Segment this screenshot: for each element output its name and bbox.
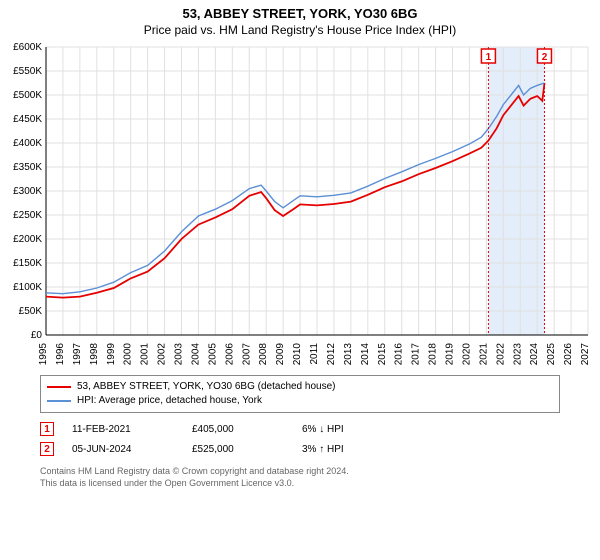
- price-chart: £0 £50K £100K £150K £200K £250K £300K £350K £400…: [0, 41, 600, 371]
- legend-label: HPI: Average price, detached house, York: [77, 394, 262, 408]
- sale-row: 2 05-JUN-2024 £525,000 3% ↑ HPI: [40, 439, 560, 459]
- svg-text:£600K: £600K: [13, 42, 42, 53]
- footer-line: Contains HM Land Registry data © Crown c…: [40, 465, 560, 477]
- svg-text:2021: 2021: [478, 343, 489, 366]
- svg-text:2015: 2015: [377, 343, 388, 366]
- svg-text:2002: 2002: [157, 343, 168, 366]
- svg-text:2016: 2016: [394, 343, 405, 366]
- svg-text:£250K: £250K: [13, 210, 42, 221]
- sale-row: 1 11-FEB-2021 £405,000 6% ↓ HPI: [40, 419, 560, 439]
- svg-text:2003: 2003: [174, 343, 185, 366]
- svg-text:£500K: £500K: [13, 90, 42, 101]
- svg-text:2022: 2022: [495, 343, 506, 366]
- svg-text:£200K: £200K: [13, 234, 42, 245]
- page-subtitle: Price paid vs. HM Land Registry's House …: [0, 21, 600, 41]
- svg-text:£450K: £450K: [13, 114, 42, 125]
- sale-price: £525,000: [192, 444, 302, 455]
- sale-date: 05-JUN-2024: [72, 444, 192, 455]
- svg-text:£0: £0: [31, 330, 43, 341]
- svg-text:2010: 2010: [292, 343, 303, 366]
- svg-text:2018: 2018: [428, 343, 439, 366]
- svg-text:£400K: £400K: [13, 138, 42, 149]
- svg-text:1999: 1999: [106, 343, 117, 366]
- sale-delta: 3% ↑ HPI: [302, 444, 422, 455]
- svg-text:2005: 2005: [207, 343, 218, 366]
- svg-text:2027: 2027: [580, 343, 591, 366]
- legend-label: 53, ABBEY STREET, YORK, YO30 6BG (detach…: [77, 380, 335, 394]
- footer: Contains HM Land Registry data © Crown c…: [40, 465, 560, 489]
- svg-text:£550K: £550K: [13, 66, 42, 77]
- svg-text:2006: 2006: [224, 343, 235, 366]
- svg-text:2: 2: [542, 52, 548, 63]
- svg-text:1995: 1995: [38, 343, 49, 366]
- svg-text:£50K: £50K: [19, 306, 43, 317]
- page-title: 53, ABBEY STREET, YORK, YO30 6BG: [0, 0, 600, 21]
- svg-text:1997: 1997: [72, 343, 83, 366]
- svg-text:2025: 2025: [546, 343, 557, 366]
- svg-text:1998: 1998: [89, 343, 100, 366]
- footer-line: This data is licensed under the Open Gov…: [40, 477, 560, 489]
- sale-marker-icon: 2: [40, 442, 54, 456]
- svg-text:1: 1: [486, 52, 492, 63]
- svg-text:2007: 2007: [241, 343, 252, 366]
- svg-text:£300K: £300K: [13, 186, 42, 197]
- svg-text:2023: 2023: [512, 343, 523, 366]
- legend-swatch: [47, 386, 71, 388]
- sale-price: £405,000: [192, 424, 302, 435]
- legend-item: HPI: Average price, detached house, York: [47, 394, 553, 408]
- svg-text:2011: 2011: [309, 343, 320, 365]
- svg-text:2017: 2017: [411, 343, 422, 366]
- svg-text:2009: 2009: [275, 343, 286, 366]
- sales-table: 1 11-FEB-2021 £405,000 6% ↓ HPI 2 05-JUN…: [40, 419, 560, 459]
- svg-text:2001: 2001: [140, 343, 151, 366]
- svg-text:£100K: £100K: [13, 282, 42, 293]
- chart-container: £0 £50K £100K £150K £200K £250K £300K £350K £400…: [0, 41, 600, 371]
- sale-date: 11-FEB-2021: [72, 424, 192, 435]
- sale-marker-icon: 1: [40, 422, 54, 436]
- svg-text:1996: 1996: [55, 343, 66, 366]
- svg-text:£350K: £350K: [13, 162, 42, 173]
- svg-text:2000: 2000: [123, 343, 134, 366]
- svg-text:£150K: £150K: [13, 258, 42, 269]
- legend-swatch: [47, 400, 71, 402]
- svg-text:2020: 2020: [461, 343, 472, 366]
- legend: 53, ABBEY STREET, YORK, YO30 6BG (detach…: [40, 375, 560, 413]
- sale-delta: 6% ↓ HPI: [302, 424, 422, 435]
- svg-text:2019: 2019: [445, 343, 456, 366]
- svg-text:2024: 2024: [529, 343, 540, 366]
- svg-text:2014: 2014: [360, 343, 371, 366]
- svg-text:2026: 2026: [563, 343, 574, 366]
- svg-text:2008: 2008: [258, 343, 269, 366]
- svg-text:2013: 2013: [343, 343, 354, 366]
- svg-text:2004: 2004: [190, 343, 201, 366]
- svg-text:2012: 2012: [326, 343, 337, 366]
- legend-item: 53, ABBEY STREET, YORK, YO30 6BG (detach…: [47, 380, 553, 394]
